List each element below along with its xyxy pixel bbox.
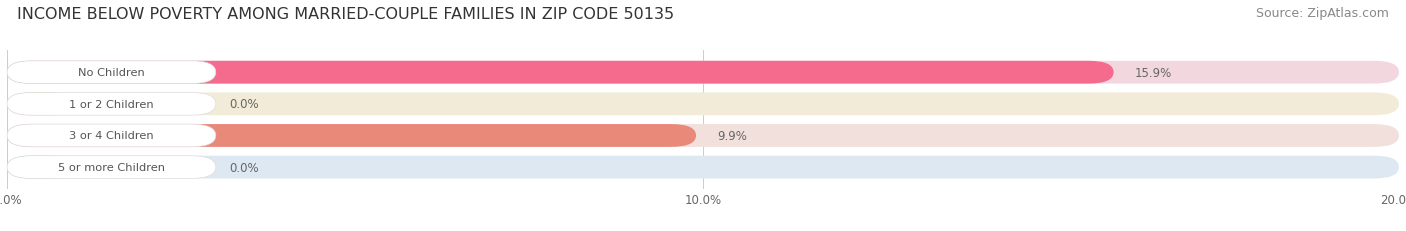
Text: 15.9%: 15.9%: [1135, 66, 1171, 79]
FancyBboxPatch shape: [7, 156, 77, 179]
Text: 0.0%: 0.0%: [229, 161, 259, 174]
FancyBboxPatch shape: [7, 156, 1399, 179]
FancyBboxPatch shape: [7, 93, 77, 116]
FancyBboxPatch shape: [7, 61, 1114, 84]
FancyBboxPatch shape: [7, 93, 1399, 116]
Text: INCOME BELOW POVERTY AMONG MARRIED-COUPLE FAMILIES IN ZIP CODE 50135: INCOME BELOW POVERTY AMONG MARRIED-COUPL…: [17, 7, 673, 22]
FancyBboxPatch shape: [7, 125, 217, 147]
Text: 1 or 2 Children: 1 or 2 Children: [69, 99, 153, 109]
Text: 9.9%: 9.9%: [717, 129, 747, 142]
FancyBboxPatch shape: [7, 125, 696, 147]
Text: 5 or more Children: 5 or more Children: [58, 162, 165, 172]
FancyBboxPatch shape: [7, 61, 1399, 84]
FancyBboxPatch shape: [7, 61, 217, 84]
Text: Source: ZipAtlas.com: Source: ZipAtlas.com: [1256, 7, 1389, 20]
FancyBboxPatch shape: [7, 125, 1399, 147]
Text: No Children: No Children: [79, 68, 145, 78]
FancyBboxPatch shape: [7, 156, 217, 179]
FancyBboxPatch shape: [7, 93, 217, 116]
Text: 3 or 4 Children: 3 or 4 Children: [69, 131, 153, 141]
Text: 0.0%: 0.0%: [229, 98, 259, 111]
